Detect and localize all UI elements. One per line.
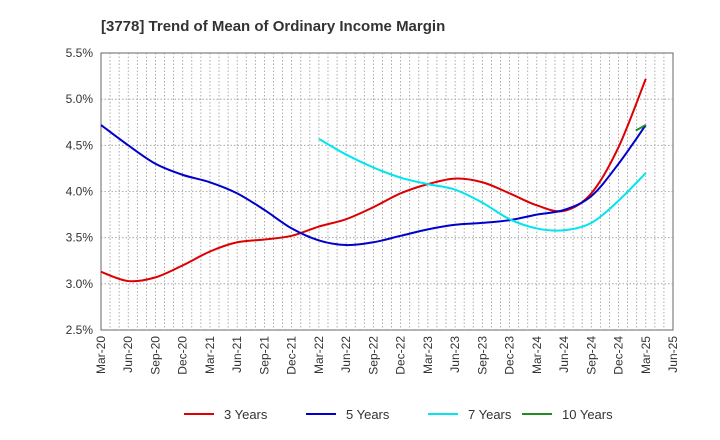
x-tick-label: Sep-22: [366, 336, 380, 375]
plot-area: [100, 52, 674, 331]
series-line-7-years: [318, 138, 647, 232]
series-line-5-years: [100, 124, 647, 247]
x-tick-label: Jun-23: [448, 336, 462, 373]
y-tick-label: 3.5%: [66, 231, 94, 245]
x-axis: Mar-20 Jun-20 Sep-20 Dec-20 Mar-21 Jun-21 Sep-…: [94, 336, 680, 375]
legend: 3 Years 5 Years 7 Years 10 Years: [184, 407, 613, 422]
x-tick-label: Jun-20: [121, 336, 135, 373]
y-tick-label: 4.0%: [66, 185, 94, 199]
y-axis: 2.5% 3.0% 3.5% 4.0% 4.5% 5.0% 5.5%: [66, 46, 94, 337]
x-tick-label: Sep-23: [475, 336, 489, 375]
plot-frame: [100, 52, 674, 331]
x-tick-label: Mar-20: [94, 336, 108, 374]
x-tick-label: Jun-22: [339, 336, 353, 373]
x-tick-label: Mar-21: [203, 336, 217, 374]
x-tick-label: Dec-24: [612, 336, 626, 375]
x-tick-label: Sep-21: [257, 336, 271, 375]
legend-label: 3 Years: [224, 407, 268, 422]
series-line-10-years: [635, 124, 647, 132]
x-tick-label: Jun-25: [666, 336, 680, 373]
series-layer: [100, 78, 647, 283]
y-tick-label: 5.0%: [66, 92, 94, 106]
x-tick-label: Jun-21: [230, 336, 244, 373]
y-tick-label: 3.0%: [66, 277, 94, 291]
legend-label: 7 Years: [468, 407, 512, 422]
y-tick-label: 2.5%: [66, 323, 94, 337]
x-tick-label: Dec-22: [394, 336, 408, 375]
x-tick-label: Dec-20: [176, 336, 190, 375]
x-tick-label: Sep-24: [584, 336, 598, 375]
x-tick-label: Mar-25: [639, 336, 653, 374]
x-tick-label: Dec-23: [503, 336, 517, 375]
y-tick-label: 5.5%: [66, 46, 94, 60]
x-tick-label: Mar-22: [312, 336, 326, 374]
legend-label: 10 Years: [562, 407, 613, 422]
x-tick-label: Dec-21: [285, 336, 299, 375]
x-tick-label: Mar-24: [530, 336, 544, 374]
x-tick-label: Jun-24: [557, 336, 571, 373]
y-tick-label: 4.5%: [66, 138, 94, 152]
x-tick-label: Sep-20: [148, 336, 162, 375]
x-tick-label: Mar-23: [421, 336, 435, 374]
legend-label: 5 Years: [346, 407, 390, 422]
chart-title: [3778] Trend of Mean of Ordinary Income …: [101, 18, 445, 35]
